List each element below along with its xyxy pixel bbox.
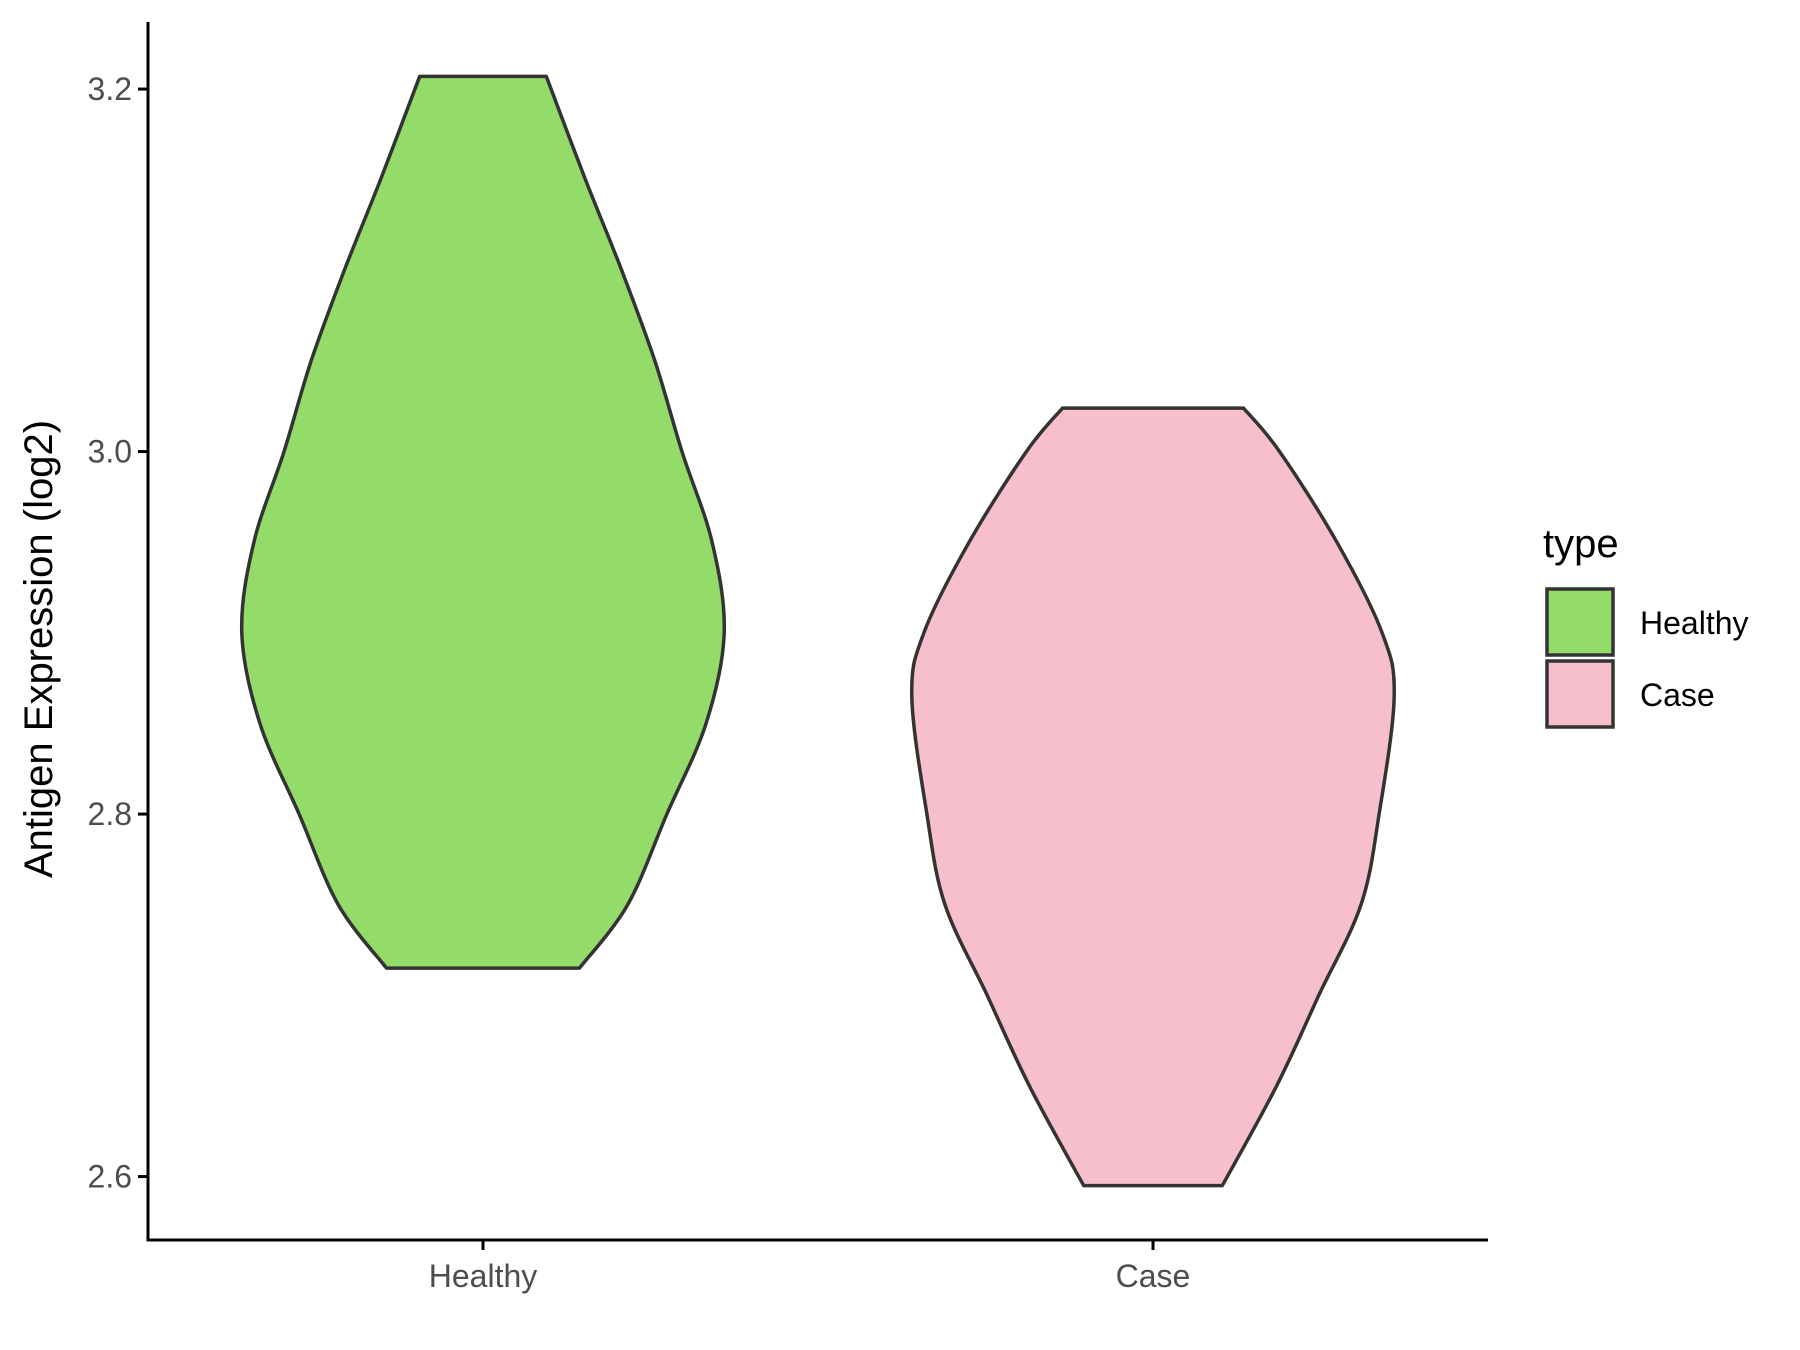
y-tick-label: 3.0 (88, 434, 132, 470)
axes-layer (146, 22, 1488, 1242)
legend-key-case (1545, 659, 1615, 729)
legend-label-case: Case (1640, 677, 1715, 713)
legend-key-healthy (1545, 587, 1615, 657)
legend-title: type (1543, 522, 1619, 566)
y-ticks: 2.6 2.8 3.0 3.2 (88, 71, 148, 1195)
violin-healthy (239, 74, 727, 970)
violins-layer (239, 74, 1396, 1188)
y-tick-label: 3.2 (88, 71, 132, 107)
violin-case (910, 406, 1396, 1188)
y-tick-label: 2.8 (88, 796, 132, 832)
legend-label-healthy: Healthy (1640, 605, 1749, 641)
x-tick-label: Healthy (429, 1258, 538, 1294)
legend: type Healthy Case (1543, 522, 1749, 729)
y-axis-title: Antigen Expression (log2) (17, 420, 61, 878)
x-tick-label: Case (1116, 1258, 1191, 1294)
y-tick-label: 2.6 (88, 1159, 132, 1195)
x-ticks: Healthy Case (429, 1240, 1191, 1294)
